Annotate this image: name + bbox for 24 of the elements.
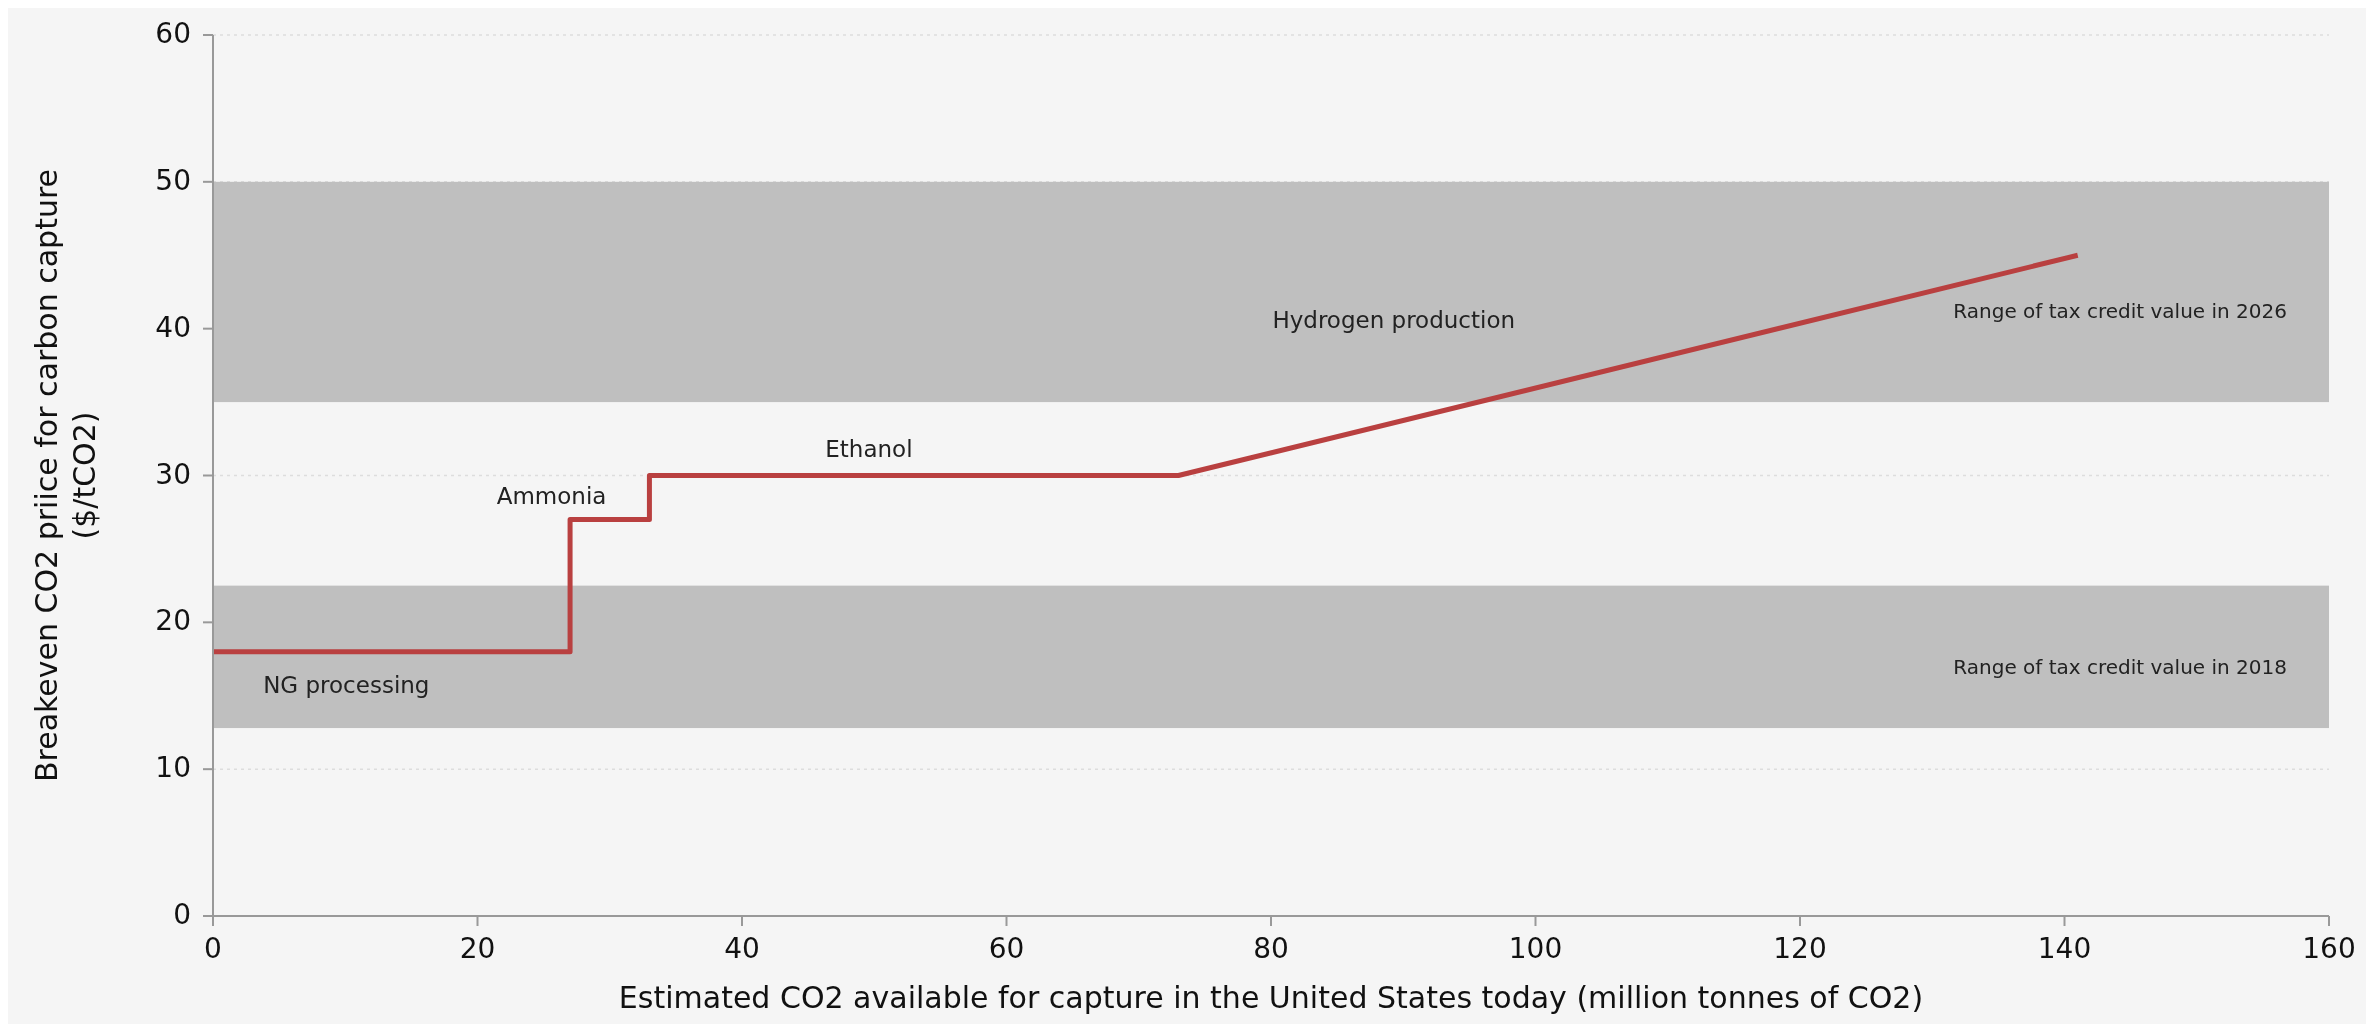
x-tick-label: 80: [1253, 932, 1289, 965]
annotation: NG processing: [263, 672, 430, 699]
y-tick-label: 50: [155, 163, 191, 197]
band-label: Range of tax credit value in 2026: [1953, 299, 2287, 324]
x-axis-title: Estimated CO2 available for capture in the United States today (million tonnes of CO2): [618, 980, 1924, 1015]
y-tick-label: 40: [155, 310, 191, 344]
x-tick-label: 40: [724, 932, 760, 965]
annotation: Ethanol: [825, 436, 913, 463]
y-axis-title: Breakeven CO2 priice for carbon capture ($/tCO2): [28, 168, 102, 783]
band-label: Range of tax credit value in 2018: [1953, 654, 2287, 679]
x-tick-label: 140: [2037, 932, 2092, 965]
x-tick-label: 0: [204, 932, 222, 965]
annotation: Hydrogen production: [1272, 306, 1516, 333]
annotation: Ammonia: [496, 483, 607, 510]
y-tick-label: 30: [155, 457, 191, 491]
y-tick-label: 10: [155, 751, 191, 785]
x-tick-label: 20: [459, 932, 496, 965]
x-tick-label: 120: [1773, 932, 1827, 965]
x-tick-label: 100: [1508, 932, 1563, 965]
x-tick-label: 60: [988, 932, 1025, 965]
x-tick-label: 160: [2302, 932, 2356, 965]
y-tick-label: 60: [155, 17, 191, 50]
y-tick-label: 0: [173, 898, 191, 931]
y-tick-label: 20: [155, 604, 191, 638]
